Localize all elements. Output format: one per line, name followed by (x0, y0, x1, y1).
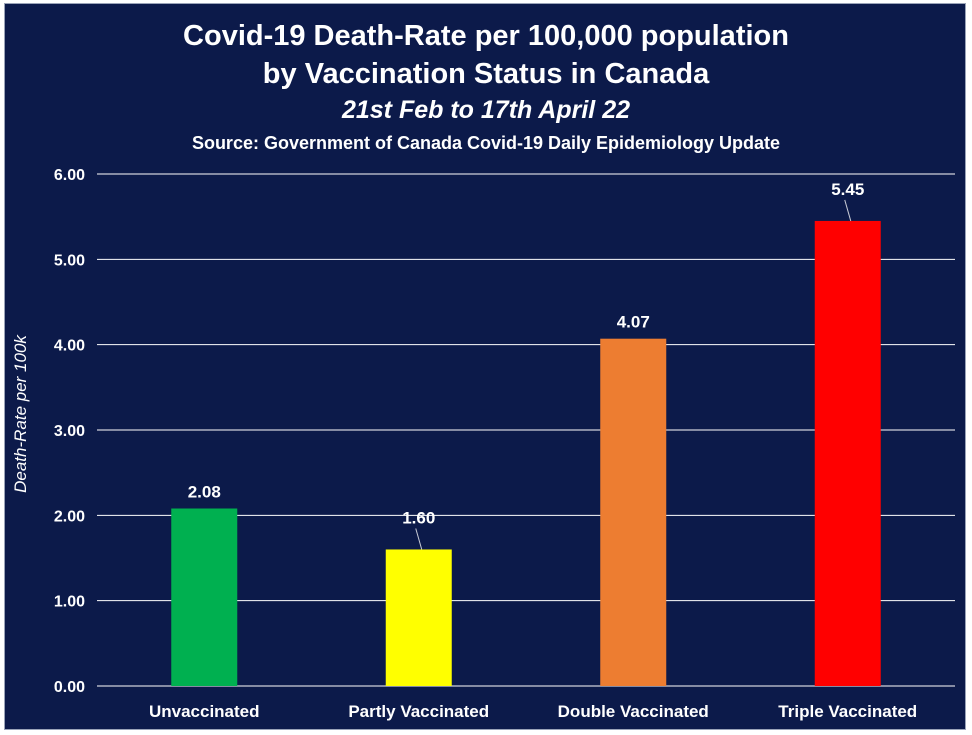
chart-title-line-2: by Vaccination Status in Canada (262, 58, 710, 90)
data-label: 5.45 (831, 180, 864, 199)
leader-lines (415, 199, 852, 550)
y-tick-label: 1.00 (54, 594, 85, 611)
bars (171, 220, 881, 686)
x-category-label: Partly Vaccinated (348, 702, 489, 721)
chart-subtitle: 21st Feb to 17th April 22 (341, 96, 631, 124)
category-labels: Unvaccinated Partly Vaccinated Double Vacc… (149, 702, 917, 721)
x-category-label: Unvaccinated (149, 702, 260, 721)
bar-unvaccinated (171, 508, 238, 686)
chart-title-line-1: Covid-19 Death-Rate per 100,000 populati… (183, 20, 789, 52)
data-label: 4.07 (617, 313, 650, 332)
data-labels: 2.08 1.60 4.07 5.45 (188, 180, 865, 528)
chart-frame: Covid-19 Death-Rate per 100,000 populati… (4, 3, 966, 730)
bar-chart: 0.00 1.00 2.00 3.00 4.00 5.00 6.00 2.08 1.60 4.0… (54, 167, 955, 721)
y-tick-label: 3.00 (54, 423, 85, 440)
leader-line (415, 528, 423, 550)
y-tick-labels: 0.00 1.00 2.00 3.00 4.00 5.00 6.00 (54, 167, 85, 696)
bar-double-vaccinated (600, 338, 667, 686)
y-tick-label: 0.00 (54, 679, 85, 696)
y-tick-label: 4.00 (54, 338, 85, 355)
x-category-label: Triple Vaccinated (778, 702, 917, 721)
y-tick-label: 6.00 (54, 167, 85, 184)
x-category-label: Double Vaccinated (558, 702, 709, 721)
bar-triple-vaccinated (814, 220, 881, 686)
y-tick-label: 5.00 (54, 252, 85, 269)
bar-partly-vaccinated (385, 549, 452, 686)
gridlines (97, 173, 955, 687)
data-label: 2.08 (188, 483, 221, 502)
data-label: 1.60 (402, 508, 435, 527)
leader-line (844, 199, 852, 222)
y-tick-label: 2.00 (54, 508, 85, 525)
chart-source: Source: Government of Canada Covid-19 Da… (191, 133, 781, 153)
